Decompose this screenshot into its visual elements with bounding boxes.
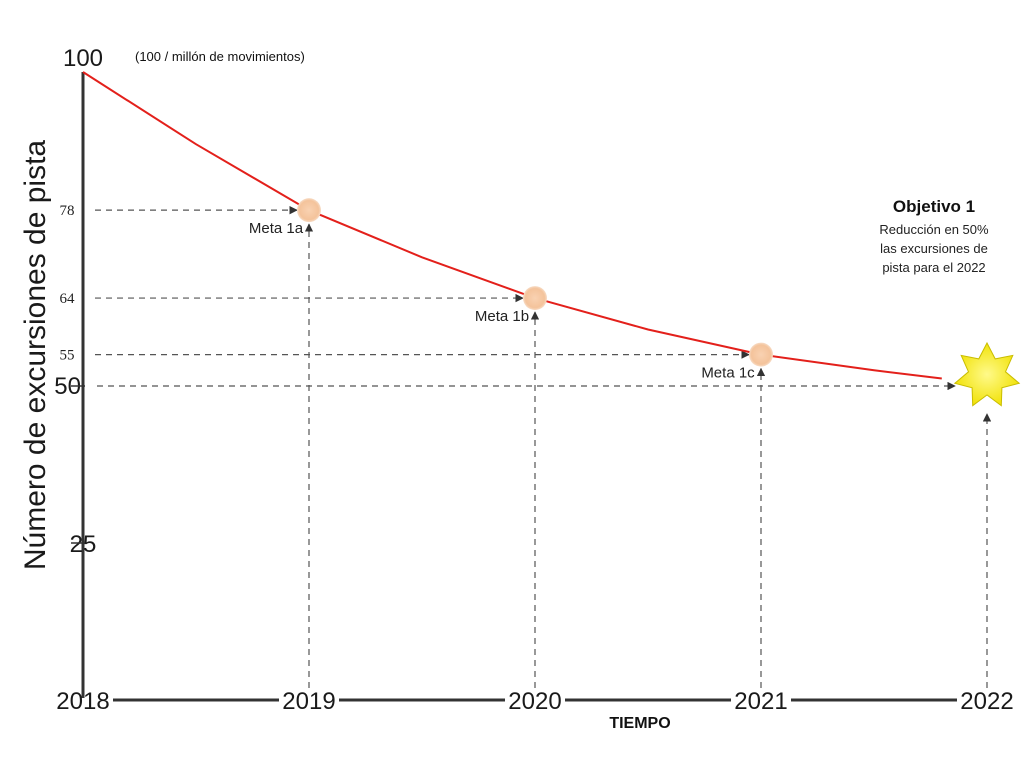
y-tick-label: 100	[63, 45, 103, 72]
milestone-marks: Meta 1a Meta 1b Meta 1c	[249, 198, 1021, 407]
objective-title: Objetivo 1	[893, 197, 975, 216]
objective-line-1: Reducción en 50%	[879, 222, 989, 237]
y-tick-label: 25	[70, 531, 97, 558]
milestone-label: Meta 1c	[701, 365, 755, 382]
milestone-dot	[749, 342, 773, 367]
objective-line-3: pista para el 2022	[882, 260, 985, 275]
trend-line	[82, 71, 942, 380]
y-tick-label: 78	[60, 203, 75, 219]
milestone-label: Meta 1a	[249, 220, 304, 237]
x-tick-label: 2021	[734, 688, 787, 715]
y-axis-title: Número de excursiones de pista	[19, 140, 52, 571]
x-tick-label: 2019	[282, 688, 335, 715]
guide-lines	[95, 205, 992, 688]
unit-note: (100 / millón de movimientos)	[135, 49, 305, 64]
trend-curve	[82, 71, 942, 380]
milestone-dot	[523, 286, 547, 311]
x-tick-label: 2020	[508, 688, 561, 715]
star-icon	[953, 341, 1021, 407]
milestone-dot	[297, 198, 321, 223]
y-tick-label: 55	[60, 348, 75, 364]
objective-annotation: Objetivo 1 Reducción en 50% las excursio…	[879, 197, 989, 275]
objective-line-2: las excursiones de	[880, 241, 988, 256]
x-axis-title: TIEMPO	[609, 715, 670, 732]
y-tick-label: 64	[60, 291, 76, 307]
x-tick-label: 2018	[56, 688, 109, 715]
x-tick-label: 2022	[960, 688, 1013, 715]
milestone-label: Meta 1b	[475, 308, 529, 325]
